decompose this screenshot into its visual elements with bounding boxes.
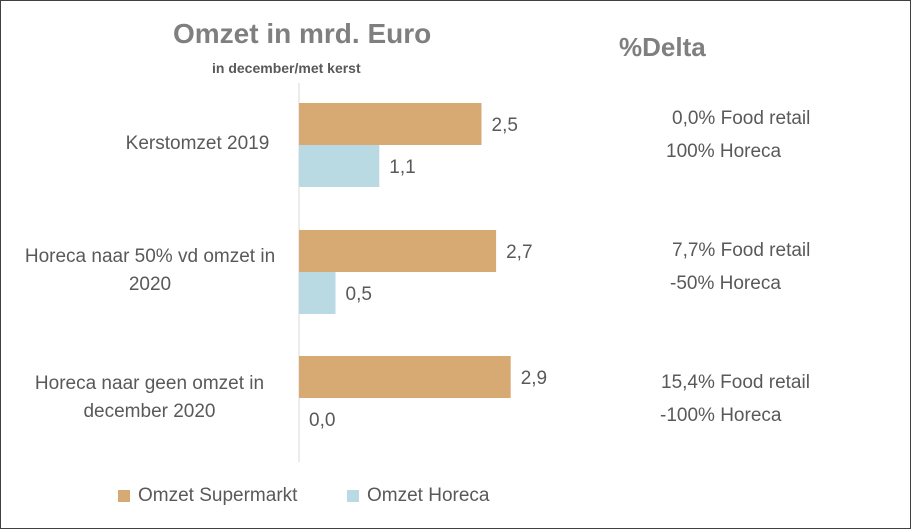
delta-horeca-3: -100% Horeca bbox=[660, 405, 782, 426]
legend-label-supermarkt: Omzet Supermarkt bbox=[138, 485, 298, 506]
delta-food-1: 0,0% Food retail bbox=[672, 108, 811, 129]
data-label-supermarkt-2: 2,7 bbox=[506, 242, 532, 263]
data-label-horeca-1: 1,1 bbox=[389, 157, 415, 178]
delta-title: %Delta bbox=[619, 32, 706, 62]
data-label-horeca-2: 0,5 bbox=[346, 284, 372, 305]
legend-swatch-supermarkt bbox=[118, 490, 130, 502]
delta-horeca-1: 100% Horeca bbox=[666, 141, 782, 162]
legend-item-supermarkt: Omzet Supermarkt bbox=[118, 485, 297, 507]
bar-supermarkt-1 bbox=[299, 103, 482, 145]
bar-horeca-2 bbox=[299, 272, 336, 314]
legend-swatch-horeca bbox=[347, 490, 359, 502]
category-label-1: Kerstomzet 2019 bbox=[125, 133, 270, 154]
data-label-supermarkt-3: 2,9 bbox=[521, 368, 547, 389]
category-label-3: Horeca naar geen omzet in december 2020 bbox=[34, 373, 265, 422]
bar-supermarkt-3 bbox=[299, 356, 511, 398]
bar-supermarkt-2 bbox=[299, 230, 497, 272]
bar-horeca-1 bbox=[299, 145, 380, 187]
category-label-2: Horeca naar 50% vd omzet in 2020 bbox=[24, 246, 276, 295]
legend-label-horeca: Omzet Horeca bbox=[367, 485, 490, 506]
chart-subtitle: in december/met kerst bbox=[212, 60, 361, 76]
data-label-supermarkt-1: 2,5 bbox=[492, 115, 518, 136]
delta-horeca-2: -50% Horeca bbox=[670, 273, 781, 294]
legend-item-horeca: Omzet Horeca bbox=[347, 485, 489, 507]
chart-title: Omzet in mrd. Euro bbox=[173, 18, 432, 49]
delta-food-2: 7,7% Food retail bbox=[672, 240, 811, 261]
delta-food-3: 15,4% Food retail bbox=[661, 372, 810, 393]
data-label-horeca-3: 0,0 bbox=[309, 410, 335, 431]
